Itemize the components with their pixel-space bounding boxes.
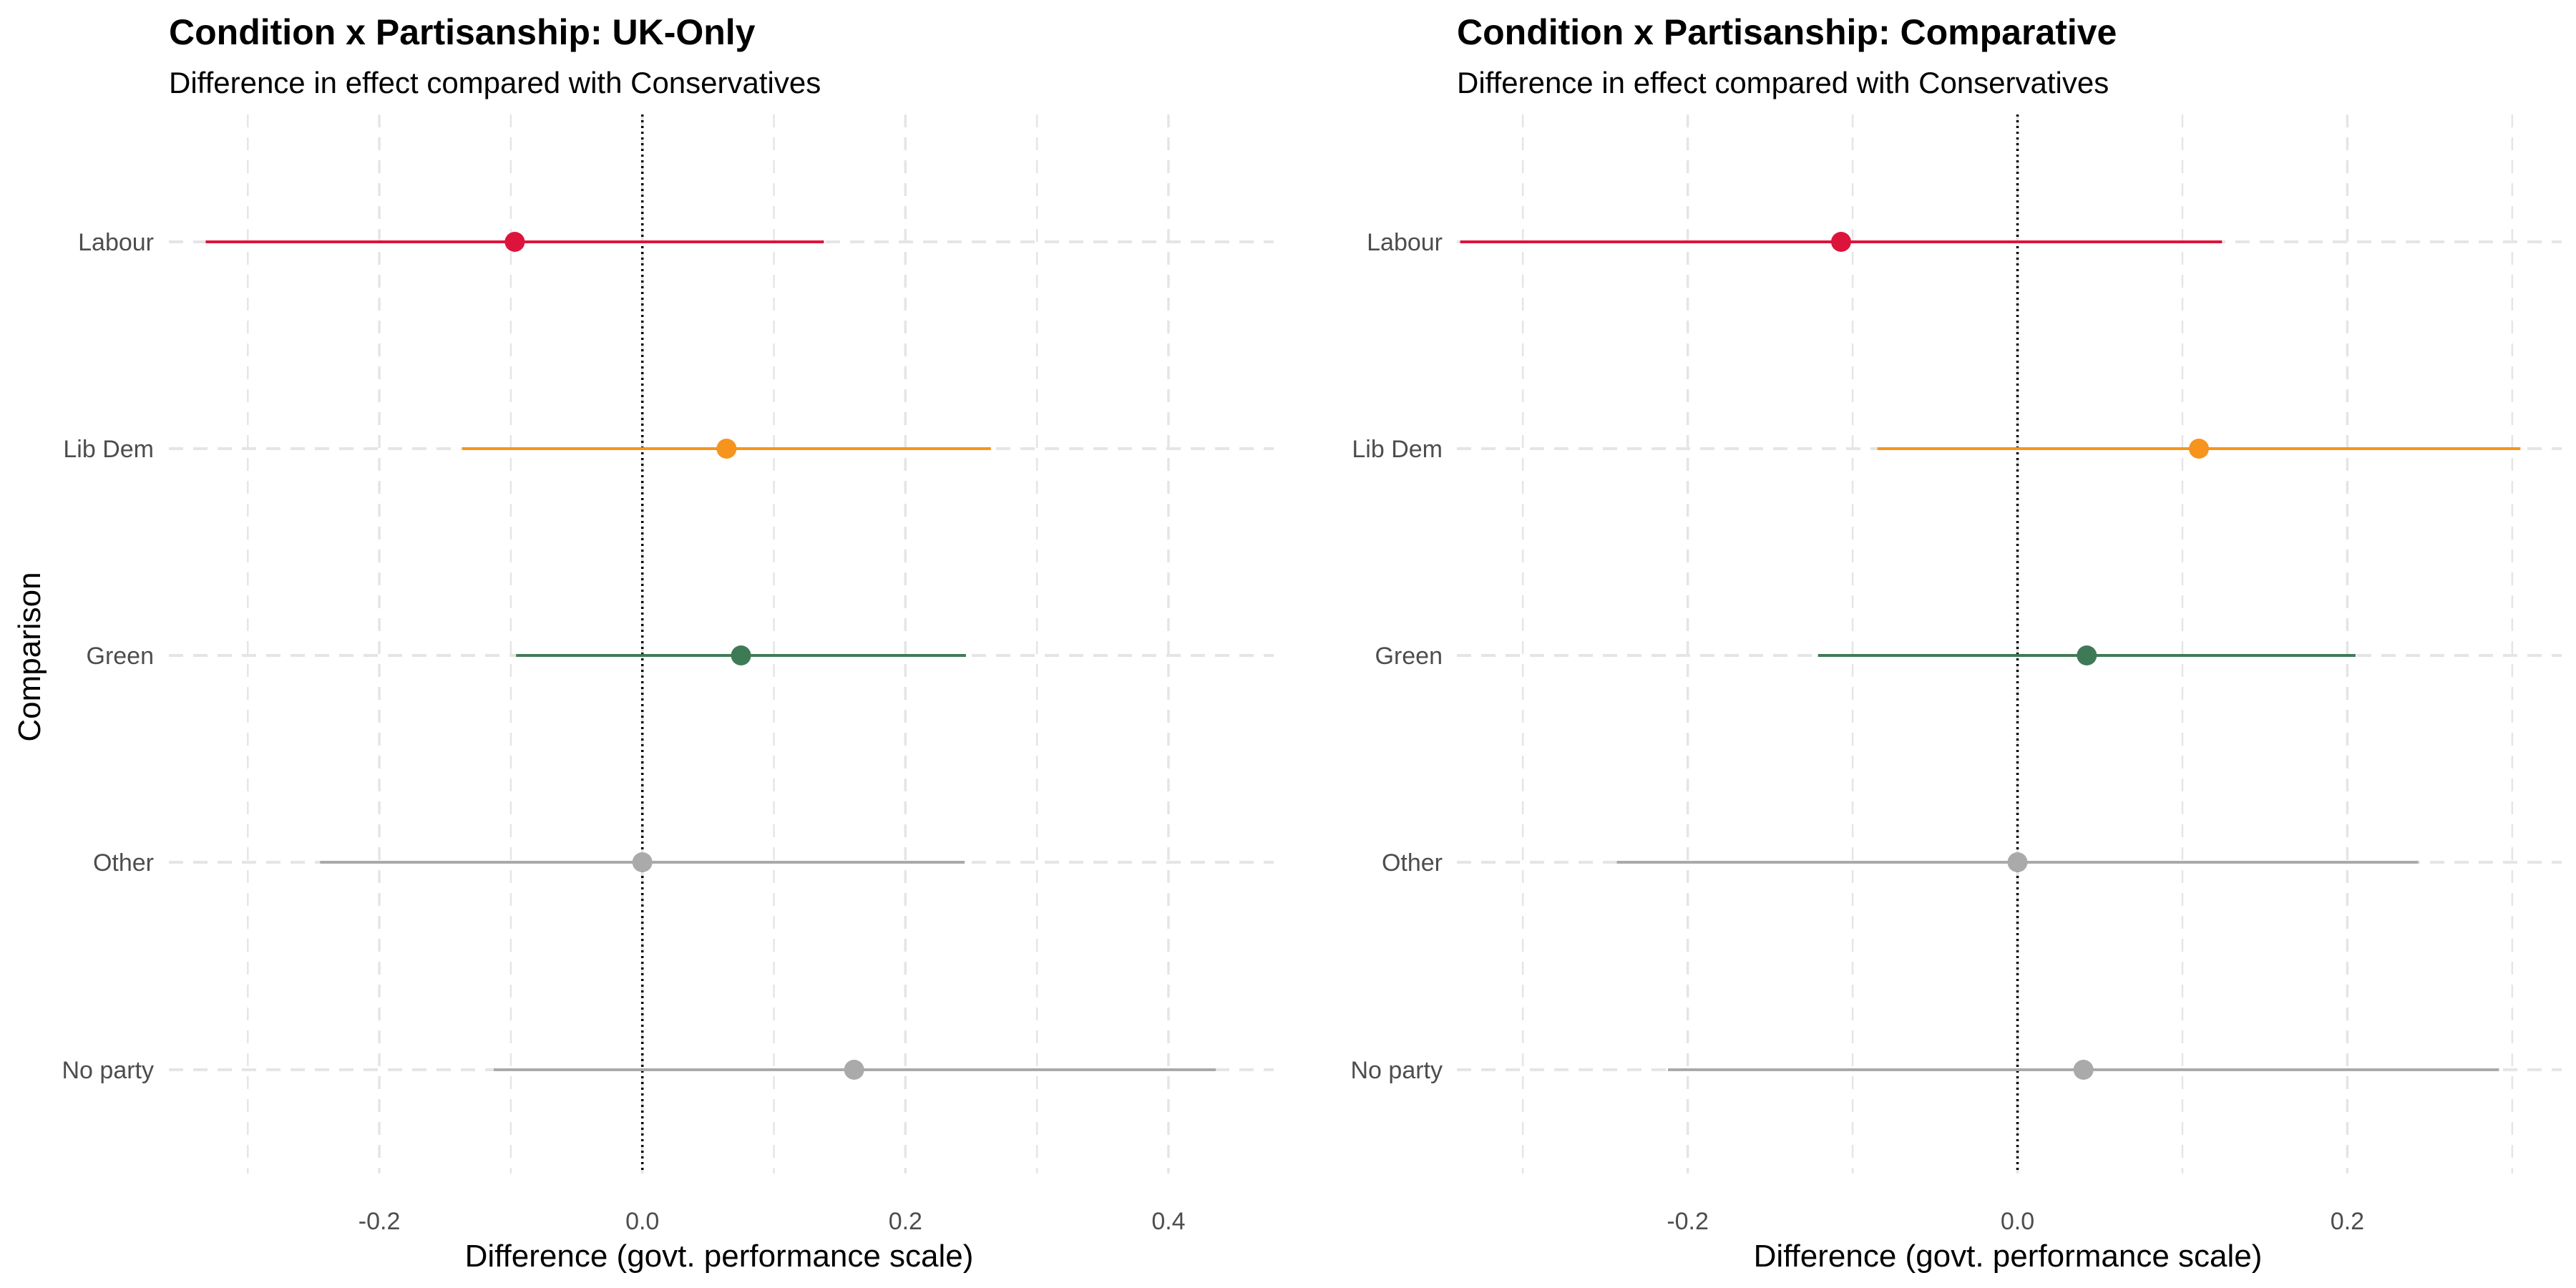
- point-estimate: [844, 1060, 864, 1080]
- x-tick-label: 0.0: [2001, 1208, 2034, 1235]
- category-label: Other: [1382, 849, 1443, 877]
- x-tick-label: 0.2: [889, 1208, 922, 1235]
- category-label: Lib Dem: [1352, 436, 1443, 463]
- point-estimate: [632, 852, 653, 872]
- left-category-labels: Labour Lib Dem Green Other No party: [62, 229, 155, 1084]
- point-estimate: [1830, 232, 1851, 252]
- category-label: Labour: [1367, 229, 1443, 256]
- left-marks: [205, 232, 1216, 1080]
- left-grid: [169, 114, 1274, 1174]
- point-estimate: [2077, 645, 2097, 665]
- y-axis-title: Comparison: [12, 572, 47, 741]
- left-panel-title: Condition x Partisanship: UK-Only: [169, 12, 756, 52]
- point-estimate: [2073, 1060, 2094, 1080]
- right-panel-title: Condition x Partisanship: Comparative: [1457, 12, 2117, 52]
- category-label: Labour: [78, 229, 154, 256]
- category-label: Lib Dem: [63, 436, 154, 463]
- x-tick-label: 0.0: [625, 1208, 659, 1235]
- category-label: Green: [1375, 643, 1443, 670]
- point-estimate: [716, 439, 737, 459]
- right-grid: [1457, 114, 2562, 1174]
- point-estimate: [2189, 439, 2210, 459]
- x-tick-label: -0.2: [358, 1208, 401, 1235]
- left-panel: Condition x Partisanship: UK-Only Differ…: [62, 12, 1274, 1274]
- point-estimate: [2007, 852, 2028, 872]
- right-x-ticks: -0.2 0.0 0.2: [1667, 1208, 2364, 1235]
- category-label: Green: [87, 643, 155, 670]
- category-label: Other: [93, 849, 154, 877]
- left-x-axis-title: Difference (govt. performance scale): [465, 1239, 974, 1274]
- point-estimate: [504, 232, 525, 252]
- right-x-axis-title: Difference (govt. performance scale): [1754, 1239, 2263, 1274]
- right-category-labels: Labour Lib Dem Green Other No party: [1351, 229, 1443, 1084]
- right-marks: [1460, 232, 2521, 1080]
- right-panel: Condition x Partisanship: Comparative Di…: [1351, 12, 2562, 1274]
- x-tick-label: 0.2: [2331, 1208, 2364, 1235]
- x-tick-label: -0.2: [1667, 1208, 1709, 1235]
- point-estimate: [731, 645, 751, 665]
- category-label: No party: [1351, 1057, 1443, 1084]
- left-panel-subtitle: Difference in effect compared with Conse…: [169, 66, 821, 99]
- category-label: No party: [62, 1057, 155, 1084]
- right-panel-subtitle: Difference in effect compared with Conse…: [1457, 66, 2109, 99]
- left-x-ticks: -0.2 0.0 0.2 0.4: [358, 1208, 1186, 1235]
- x-tick-label: 0.4: [1151, 1208, 1185, 1235]
